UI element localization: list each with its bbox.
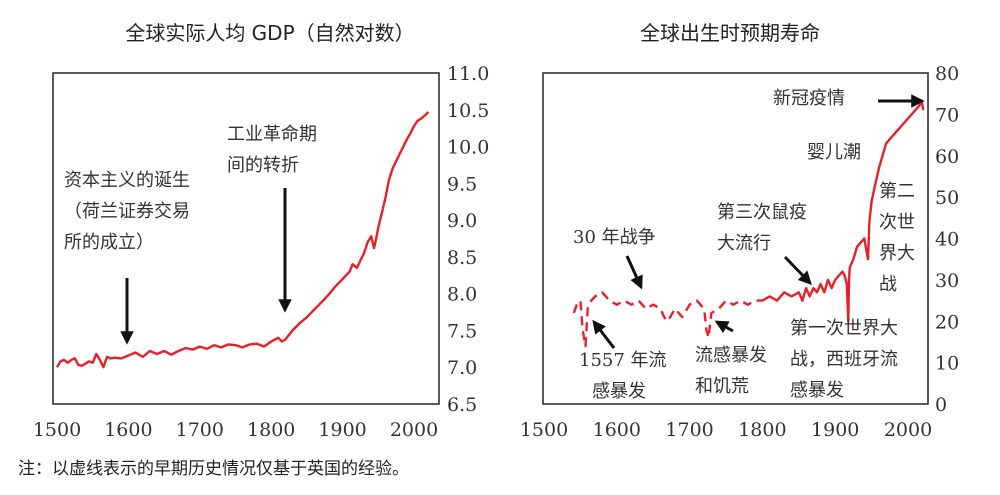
- annotation-text: 30 年战争: [573, 227, 656, 248]
- annotation-text: 大流行: [717, 233, 771, 254]
- x-tick-label: 1700: [176, 419, 224, 441]
- x-tick-label: 1600: [593, 419, 641, 441]
- x-tick-label: 2000: [390, 419, 438, 441]
- y-tick-label: 8.0: [447, 284, 477, 306]
- x-tick-label: 1500: [33, 419, 81, 441]
- x-tick-label: 1900: [811, 419, 859, 441]
- arrow-icon: [714, 320, 734, 334]
- series-line-life-expectancy-early: [572, 291, 763, 348]
- annotation-text: 第三次鼠疫: [717, 202, 807, 223]
- y-tick-label: 20: [935, 311, 959, 333]
- x-tick-label: 1500: [520, 419, 568, 441]
- plot-frame: [542, 72, 929, 405]
- x-tick-label: 1800: [247, 419, 295, 441]
- annotation-text: 工业革命期: [227, 124, 317, 145]
- y-tick-label: 9.0: [447, 210, 477, 232]
- y-tick-label: 8.5: [447, 247, 477, 269]
- y-tick-label: 10.0: [447, 137, 489, 159]
- annotation-text: 界大: [879, 243, 915, 264]
- annotation-text: 感暴发: [790, 380, 844, 401]
- y-tick-label: 60: [935, 146, 959, 168]
- y-tick-label: 80: [935, 63, 959, 85]
- arrow-icon: [625, 255, 643, 290]
- x-tick-label: 1600: [104, 419, 152, 441]
- arrow-icon: [592, 319, 616, 349]
- annotation-text: 第二: [879, 181, 915, 202]
- annotation-text: 和饥荒: [695, 376, 749, 397]
- y-tick-label: 9.5: [447, 173, 477, 195]
- x-tick-label: 1700: [665, 419, 713, 441]
- plot-frame: [52, 72, 440, 405]
- y-tick-label: 11.0: [447, 63, 489, 85]
- annotation-text: 战，西班牙流: [790, 349, 898, 370]
- x-tick-label: 1900: [318, 419, 366, 441]
- chart-title: 全球实际人均 GDP（自然对数）: [125, 21, 414, 45]
- annotation-text: 间的转折: [227, 155, 299, 176]
- arrow-icon: [783, 255, 812, 285]
- x-tick-label: 2000: [884, 419, 932, 441]
- annotation-text: 感暴发: [592, 381, 646, 402]
- annotation-text: 所的成立）: [64, 232, 154, 253]
- y-tick-label: 0: [935, 394, 947, 416]
- y-tick-label: 7.0: [447, 357, 477, 379]
- annotation-text: 次世: [879, 212, 915, 233]
- annotation-text: 婴儿潮: [807, 142, 861, 163]
- y-tick-label: 7.5: [447, 320, 477, 342]
- annotation-text: 新冠疫情: [773, 88, 845, 109]
- series-line-life-expectancy: [761, 100, 925, 323]
- annotation-text: 战: [879, 274, 897, 295]
- y-tick-label: 6.5: [447, 394, 477, 416]
- annotation-text: 流感暴发: [695, 345, 767, 366]
- series-line-gdp: [55, 111, 430, 369]
- y-tick-label: 70: [935, 104, 959, 126]
- footnote: 注：以虚线表示的早期历史情况仅基于英国的经验。: [18, 459, 409, 479]
- y-tick-label: 10.5: [447, 100, 489, 122]
- annotation-text: 1557 年流: [579, 350, 667, 371]
- annotation-text: （荷兰证券交易: [64, 201, 190, 222]
- y-tick-label: 10: [935, 353, 959, 375]
- x-tick-label: 1800: [738, 419, 786, 441]
- y-tick-label: 50: [935, 187, 959, 209]
- annotation-text: 资本主义的诞生: [64, 170, 190, 191]
- chart-title: 全球出生时预期寿命: [640, 21, 820, 45]
- annotation-text: 第一次世界大: [790, 318, 898, 339]
- y-tick-label: 40: [935, 229, 959, 251]
- y-tick-label: 30: [935, 270, 959, 292]
